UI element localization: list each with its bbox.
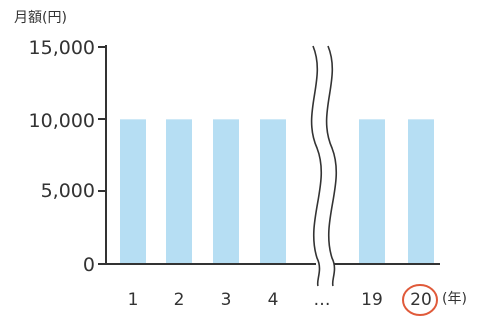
bar-year-3 [213, 119, 239, 264]
bar-year-20 [408, 119, 434, 264]
bar-year-19 [359, 119, 385, 264]
bar-group [120, 119, 434, 264]
x-axis-unit-label: (年) [442, 291, 467, 307]
y-axis-unit-label: 月額(円) [14, 10, 67, 26]
bar-year-1 [120, 119, 146, 264]
y-tick-label-5000: 5,000 [41, 180, 95, 202]
y-tick-label-10000: 10,000 [29, 110, 95, 132]
highlight-circle [402, 284, 438, 316]
bar-year-4 [260, 119, 286, 264]
break-wave-left [310, 45, 323, 287]
x-tick-label-ellipsis: … [314, 290, 331, 310]
x-tick-label-2: 2 [174, 290, 185, 310]
x-tick-label-4: 4 [268, 290, 279, 310]
x-axis-tick-labels: 1 2 3 4 … 19 20 [128, 290, 432, 310]
axis-break-symbol [310, 45, 338, 287]
break-wave-right [325, 45, 338, 287]
x-tick-label-20: 20 [410, 290, 432, 310]
y-axis-tick-labels: 15,000 10,000 5,000 0 [29, 37, 95, 276]
x-tick-label-3: 3 [221, 290, 232, 310]
y-tick-label-15000: 15,000 [29, 37, 95, 59]
x-tick-label-19: 19 [361, 290, 383, 310]
y-tick-label-0: 0 [83, 254, 95, 276]
bar-year-2 [166, 119, 192, 264]
x-tick-label-1: 1 [128, 290, 139, 310]
